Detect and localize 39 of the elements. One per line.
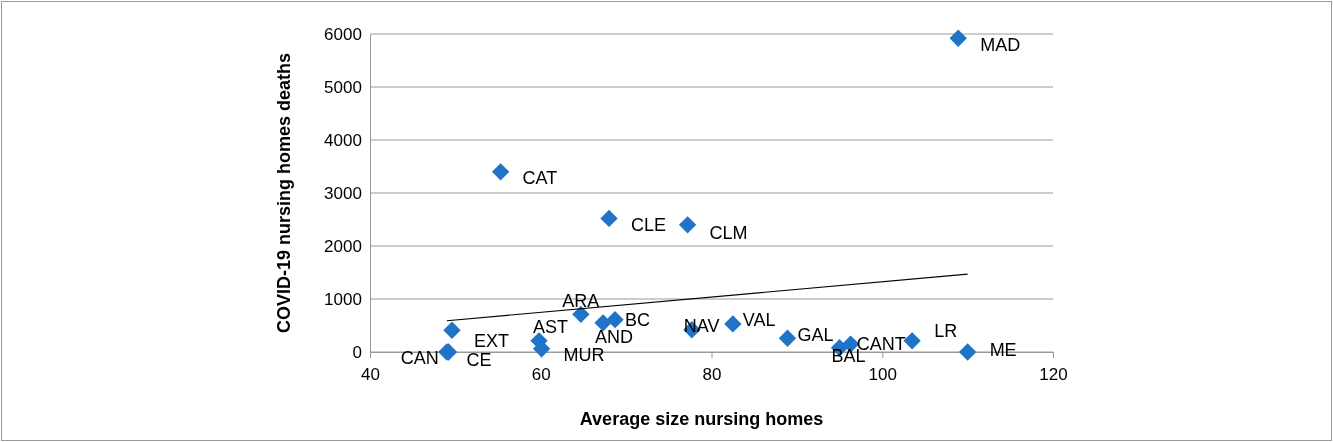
y-tick-label: 4000 [324,130,362,150]
annotation: ARA [562,290,600,311]
x-tick-label: 40 [361,364,380,384]
annotation: EXT [473,330,509,351]
point [949,29,967,47]
annotation: LR [934,321,958,342]
annotation: CLM [709,223,748,244]
y-tick-label: 5000 [324,77,362,97]
y-tick-label: 2000 [324,236,362,256]
y-tick-label: 6000 [324,24,362,44]
x-axis-title: Average size nursing homes [579,409,824,429]
annotation: AND [595,327,634,348]
annotation: ME [989,340,1017,361]
annotation: AST [533,317,569,338]
annotation: CAT [522,168,558,189]
x-tick-label: 100 [868,364,897,384]
x-tick-label: 80 [702,364,722,384]
y-tick-label: 3000 [324,183,362,203]
annotation: CLE [631,214,667,235]
point [443,321,461,339]
annotation: VAL [742,310,776,331]
annotation: MUR [563,345,605,366]
y-tick-label: 1000 [324,289,362,309]
annotation: BC [625,309,651,330]
point [491,163,510,181]
x-tick-label: 120 [1039,364,1068,384]
annotation: CE [466,350,492,371]
y-tick-label: 0 [352,342,362,362]
point [606,311,624,329]
annotation: GAL [797,324,834,345]
point [724,315,742,333]
annotation: CAN [400,348,439,369]
point [778,329,797,347]
point [958,343,977,361]
point [600,209,618,228]
annotation: MAD [980,34,1021,55]
y-axis-title: COVID-19 nursing homes deaths [274,52,294,334]
point [678,216,697,234]
x-tick-label: 60 [531,364,551,384]
